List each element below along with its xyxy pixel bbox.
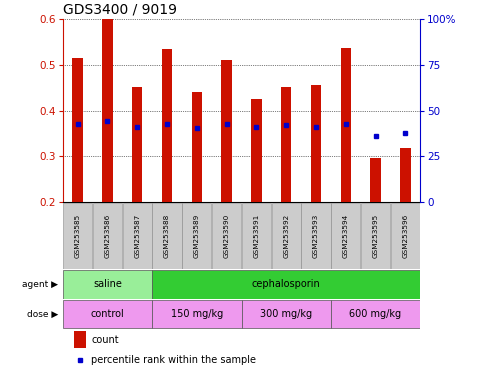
FancyBboxPatch shape — [242, 202, 271, 269]
Text: GSM253592: GSM253592 — [283, 214, 289, 258]
Text: GSM253586: GSM253586 — [104, 214, 111, 258]
FancyBboxPatch shape — [123, 202, 152, 269]
Bar — [162, 49, 172, 202]
FancyBboxPatch shape — [301, 202, 330, 269]
FancyBboxPatch shape — [391, 202, 420, 269]
Text: cephalosporin: cephalosporin — [252, 279, 321, 289]
Text: percentile rank within the sample: percentile rank within the sample — [91, 355, 256, 365]
FancyBboxPatch shape — [361, 202, 390, 269]
Bar — [400, 148, 411, 202]
Bar — [311, 85, 321, 202]
Text: saline: saline — [93, 279, 122, 289]
FancyBboxPatch shape — [271, 202, 301, 269]
Text: count: count — [91, 334, 119, 345]
Text: 300 mg/kg: 300 mg/kg — [260, 309, 312, 319]
FancyBboxPatch shape — [63, 270, 152, 298]
Bar — [132, 87, 142, 202]
FancyBboxPatch shape — [153, 202, 182, 269]
Text: GSM253585: GSM253585 — [75, 214, 81, 258]
Bar — [221, 60, 232, 202]
Text: GSM253588: GSM253588 — [164, 214, 170, 258]
FancyBboxPatch shape — [63, 202, 92, 269]
Bar — [341, 48, 351, 202]
Text: GSM253589: GSM253589 — [194, 214, 200, 258]
Text: GSM253587: GSM253587 — [134, 214, 140, 258]
FancyBboxPatch shape — [212, 202, 241, 269]
Bar — [192, 92, 202, 202]
FancyBboxPatch shape — [182, 202, 212, 269]
FancyBboxPatch shape — [63, 300, 152, 328]
Text: control: control — [91, 309, 124, 319]
Bar — [251, 99, 262, 202]
Text: GSM253594: GSM253594 — [343, 214, 349, 258]
Bar — [102, 19, 113, 202]
FancyBboxPatch shape — [242, 300, 331, 328]
Text: 600 mg/kg: 600 mg/kg — [350, 309, 401, 319]
FancyBboxPatch shape — [93, 202, 122, 269]
Text: agent ▶: agent ▶ — [22, 280, 58, 289]
Text: GSM253590: GSM253590 — [224, 214, 229, 258]
Bar — [281, 87, 291, 202]
FancyBboxPatch shape — [331, 300, 420, 328]
Text: GSM253593: GSM253593 — [313, 214, 319, 258]
Text: GDS3400 / 9019: GDS3400 / 9019 — [63, 3, 177, 17]
FancyBboxPatch shape — [152, 270, 420, 298]
Bar — [73, 331, 86, 348]
FancyBboxPatch shape — [152, 300, 242, 328]
Text: dose ▶: dose ▶ — [27, 310, 58, 319]
FancyBboxPatch shape — [331, 202, 360, 269]
Bar — [370, 159, 381, 202]
Text: GSM253595: GSM253595 — [372, 214, 379, 258]
Text: GSM253591: GSM253591 — [254, 214, 259, 258]
Bar — [72, 58, 83, 202]
Text: GSM253596: GSM253596 — [402, 214, 408, 258]
Text: 150 mg/kg: 150 mg/kg — [170, 309, 223, 319]
